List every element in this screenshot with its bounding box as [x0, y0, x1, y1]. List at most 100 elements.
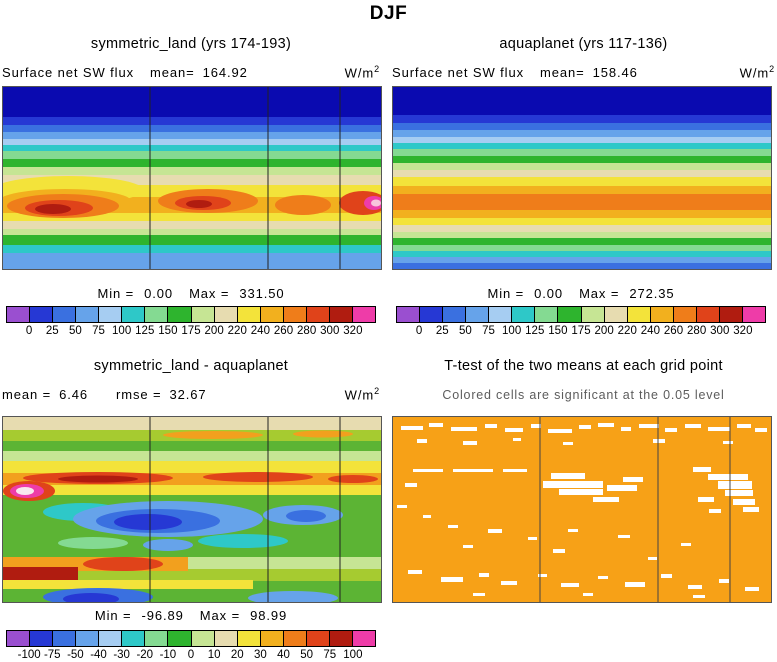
stats-row: Surface net SW flux mean= 158.46 W/m2: [390, 64, 775, 80]
units-base: W/m: [344, 65, 375, 81]
colorbar-tick-label: -100: [17, 649, 41, 661]
min-label: Min =: [94, 608, 132, 623]
colorbar-segment: [190, 631, 214, 646]
colorbar-tick-label: 25: [45, 325, 59, 337]
colorbar-tick-label: 50: [458, 325, 472, 337]
diff-colorbar: -100 -75 -50 -40 -30 -20 -10 0 10 20 30 40 50 75 100: [6, 630, 376, 662]
colorbar-tick-label: 100: [502, 325, 522, 337]
colorbar-tick-label: 300: [710, 325, 730, 337]
colorbar-segment: [557, 307, 581, 322]
colorbar-segment: [328, 631, 352, 646]
colorbar-tick-label: 0: [415, 325, 423, 337]
colorbar-tick-label: 50: [300, 649, 314, 661]
colorbar-labels: -100 -75 -50 -40 -30 -20 -10 0 10 20 30 40 50 75 100: [6, 649, 376, 662]
colorbar-tick-label: 280: [297, 325, 317, 337]
anomaly-blobs: [3, 430, 378, 602]
colorbar-segment: [259, 631, 283, 646]
colorbar-segments: [6, 306, 376, 323]
aquaplanet-field-svg: [393, 87, 771, 269]
colorbar-segment: [98, 307, 122, 322]
land-dividers: [149, 417, 341, 602]
symmetric-land-field-svg: [3, 87, 381, 269]
contour-map-difference: [2, 416, 382, 603]
colorbar-tick-label: 75: [92, 325, 105, 337]
colorbar-tick-label: 30: [253, 649, 267, 661]
colorbar-segment: [7, 307, 30, 322]
colorbar-segment: [213, 631, 237, 646]
panel-title-aquaplanet: aquaplanet (yrs 117-136): [499, 36, 668, 52]
ttest-subtitle: Colored cells are significant at the 0.0…: [442, 388, 725, 402]
mean-value: 164.92: [202, 65, 248, 81]
colorbar-segment: [672, 307, 696, 322]
significance-speckles: [397, 423, 767, 598]
difference-field-svg: [3, 417, 381, 602]
rmse-label: rmse =: [116, 387, 162, 403]
colorbar-segment: [144, 307, 168, 322]
mean-label: mean=: [539, 65, 585, 81]
stats-row: mean = 6.46 rmse = 32.67 W/m2: [0, 386, 380, 402]
mean-label: mean=: [149, 65, 195, 81]
colorbar-tick-label: -20: [136, 649, 154, 661]
contour-bands: [3, 87, 381, 269]
min-value: -96.89: [141, 608, 184, 623]
page-title: DJF: [369, 3, 408, 24]
max-label: Max =: [189, 286, 230, 301]
colorbar-segment: [328, 307, 352, 322]
ttest-map: [392, 416, 772, 603]
units-label: W/m2: [345, 64, 380, 80]
colorbar-segment: [75, 307, 99, 322]
mean-label: mean =: [2, 387, 52, 403]
colorbar-segment: [52, 307, 76, 322]
flux-colorbar: 0 25 50 75 100 125 150 175 200 220 240 260 280 300 320: [6, 306, 376, 338]
max-value: 331.50: [239, 286, 285, 301]
colorbar-segment: [305, 307, 329, 322]
colorbar-tick-label: 50: [68, 325, 82, 337]
colorbar-segment: [144, 631, 168, 646]
colorbar-tick-label: 175: [571, 325, 591, 337]
colorbar-segment: [167, 631, 191, 646]
colorbar-segment: [305, 631, 329, 646]
anomaly-blobs: [3, 176, 381, 218]
colorbar-segment: [236, 631, 260, 646]
colorbar-tick-label: 260: [663, 325, 684, 337]
units-base: W/m: [739, 65, 770, 81]
colorbar-segment: [741, 307, 765, 322]
panel-title-ttest: T-test of the two means at each grid poi…: [444, 358, 723, 374]
colorbar-segment: [442, 307, 466, 322]
colorbar-segment: [98, 631, 122, 646]
minmax-row: Min = 0.00 Max = 272.35: [392, 286, 770, 301]
colorbar-tick-label: 300: [320, 325, 340, 337]
colorbar-segment: [351, 631, 375, 646]
colorbar-tick-label: -75: [43, 649, 61, 661]
colorbar-segment: [259, 307, 283, 322]
variable-label: Surface net SW flux: [2, 65, 134, 81]
panel-difference: symmetric_land - aquaplanet mean = 6.46 rm…: [0, 352, 382, 661]
min-label: Min =: [97, 286, 135, 301]
contour-bands: [393, 87, 771, 269]
mean-value: 158.46: [592, 65, 638, 81]
colorbar-segment: [603, 307, 627, 322]
units-base: W/m: [344, 387, 375, 403]
colorbar-segment: [236, 307, 260, 322]
colorbar-tick-label: -40: [90, 649, 107, 661]
colorbar-tick-label: 125: [135, 325, 155, 337]
colorbar-segments: [6, 630, 376, 647]
colorbar-segment: [29, 307, 53, 322]
min-label: Min =: [487, 286, 525, 301]
colorbar-segment: [121, 307, 145, 322]
colorbar-segment: [626, 307, 650, 322]
land-dividers: [149, 87, 341, 269]
colorbar-tick-label: 100: [112, 325, 132, 337]
colorbar-tick-label: 175: [181, 325, 201, 337]
colorbar-tick-label: 0: [25, 325, 33, 337]
colorbar-segment: [282, 631, 306, 646]
colorbar-segment: [488, 307, 512, 322]
significant-region: [393, 417, 771, 602]
panel-ttest: T-test of the two means at each grid poi…: [390, 352, 777, 661]
colorbar-segment: [282, 307, 306, 322]
colorbar-segment: [121, 631, 145, 646]
flux-colorbar: 0 25 50 75 100 125 150 175 200 220 240 260 280 300 320: [396, 306, 766, 338]
colorbar-tick-label: 0: [187, 649, 195, 661]
colorbar-segment: [465, 307, 489, 322]
